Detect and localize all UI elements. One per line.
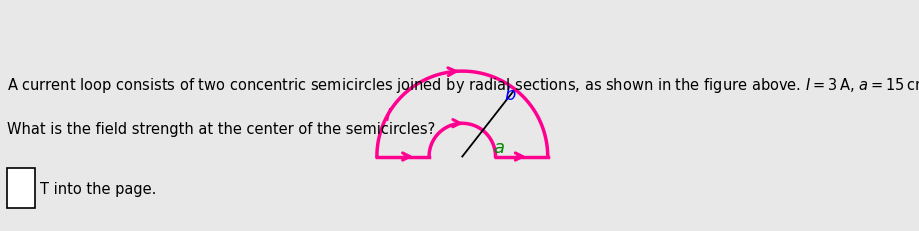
Text: $a$: $a$ <box>492 138 504 156</box>
Text: T into the page.: T into the page. <box>40 181 156 196</box>
Text: $b$: $b$ <box>504 86 516 104</box>
Text: $I$: $I$ <box>385 106 391 125</box>
Text: What is the field strength at the center of the semicircles?: What is the field strength at the center… <box>7 122 435 137</box>
Text: A current loop consists of two concentric semicircles joined by radial sections,: A current loop consists of two concentri… <box>7 76 919 95</box>
Bar <box>7 169 35 208</box>
